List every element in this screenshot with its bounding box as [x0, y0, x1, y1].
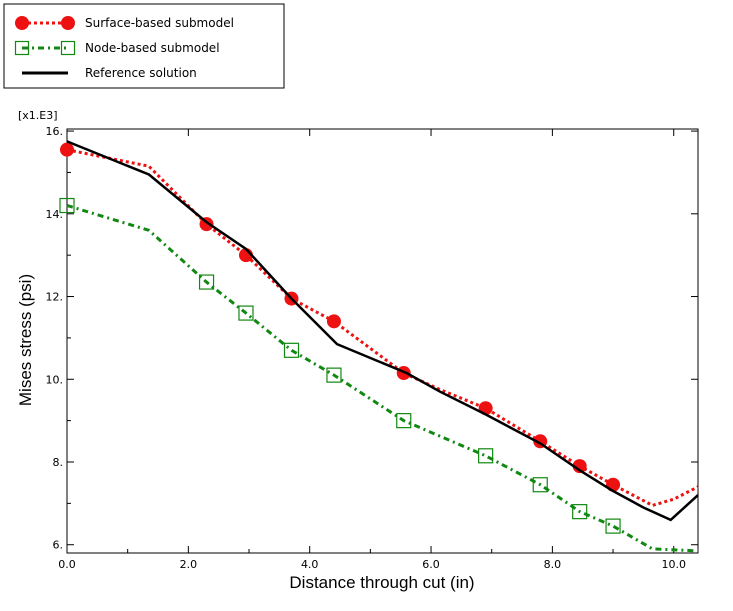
series-layer — [59, 140, 699, 553]
legend-marker — [15, 16, 29, 30]
y-axis: 6. 8. 10. 12. 14. 16. — [46, 125, 698, 552]
data-point — [283, 342, 300, 358]
legend-marker — [14, 40, 30, 56]
y-tick-label: 14. — [46, 208, 64, 221]
series-2 — [66, 140, 699, 522]
legend-label: Reference solution — [85, 66, 197, 80]
data-point — [532, 477, 548, 493]
y-tick-label: 10. — [46, 373, 64, 386]
legend: Surface-based submodel Node-based submode… — [3, 3, 285, 89]
x-axis-title: Distance through cut (in) — [289, 573, 474, 592]
y-multiplier-label: [x1.E3] — [18, 109, 58, 122]
data-point — [198, 274, 215, 290]
data-point — [59, 197, 75, 214]
x-tick-label: 8.0 — [544, 558, 562, 571]
series-1 — [59, 197, 699, 553]
x-tick-label: 2.0 — [180, 558, 198, 571]
series-line — [66, 140, 699, 522]
legend-entry: Node-based submodel — [14, 40, 220, 56]
legend-label: Surface-based submodel — [85, 16, 234, 30]
legend-entry: Surface-based submodel — [15, 16, 234, 30]
legend-marker — [60, 40, 76, 56]
data-point — [572, 459, 587, 474]
data-point — [326, 314, 341, 329]
data-point — [572, 504, 588, 520]
x-tick-label: 4.0 — [301, 558, 319, 571]
x-axis: 0.0 2.0 4.0 6.0 8.0 10.0 — [58, 129, 686, 571]
legend-label: Node-based submodel — [85, 41, 220, 55]
y-tick-label: 6. — [53, 539, 64, 552]
series-line — [66, 148, 699, 508]
x-tick-label: 6.0 — [422, 558, 440, 571]
x-tick-label: 0.0 — [58, 558, 76, 571]
y-tick-label: 16. — [46, 125, 64, 138]
data-point — [396, 413, 412, 429]
y-tick-label: 12. — [46, 291, 64, 304]
y-tick-label: 8. — [53, 456, 64, 469]
plot-frame — [66, 128, 699, 554]
data-point — [326, 367, 342, 383]
legend-marker — [61, 16, 75, 30]
data-point — [478, 448, 494, 464]
data-point — [60, 142, 74, 157]
data-point — [238, 305, 254, 321]
legend-entry: Reference solution — [22, 66, 197, 80]
data-point — [605, 518, 621, 534]
x-tick-label: 10.0 — [661, 558, 686, 571]
y-axis-title: Mises stress (psi) — [16, 274, 35, 406]
series-0 — [60, 142, 699, 508]
series-line — [66, 204, 699, 553]
